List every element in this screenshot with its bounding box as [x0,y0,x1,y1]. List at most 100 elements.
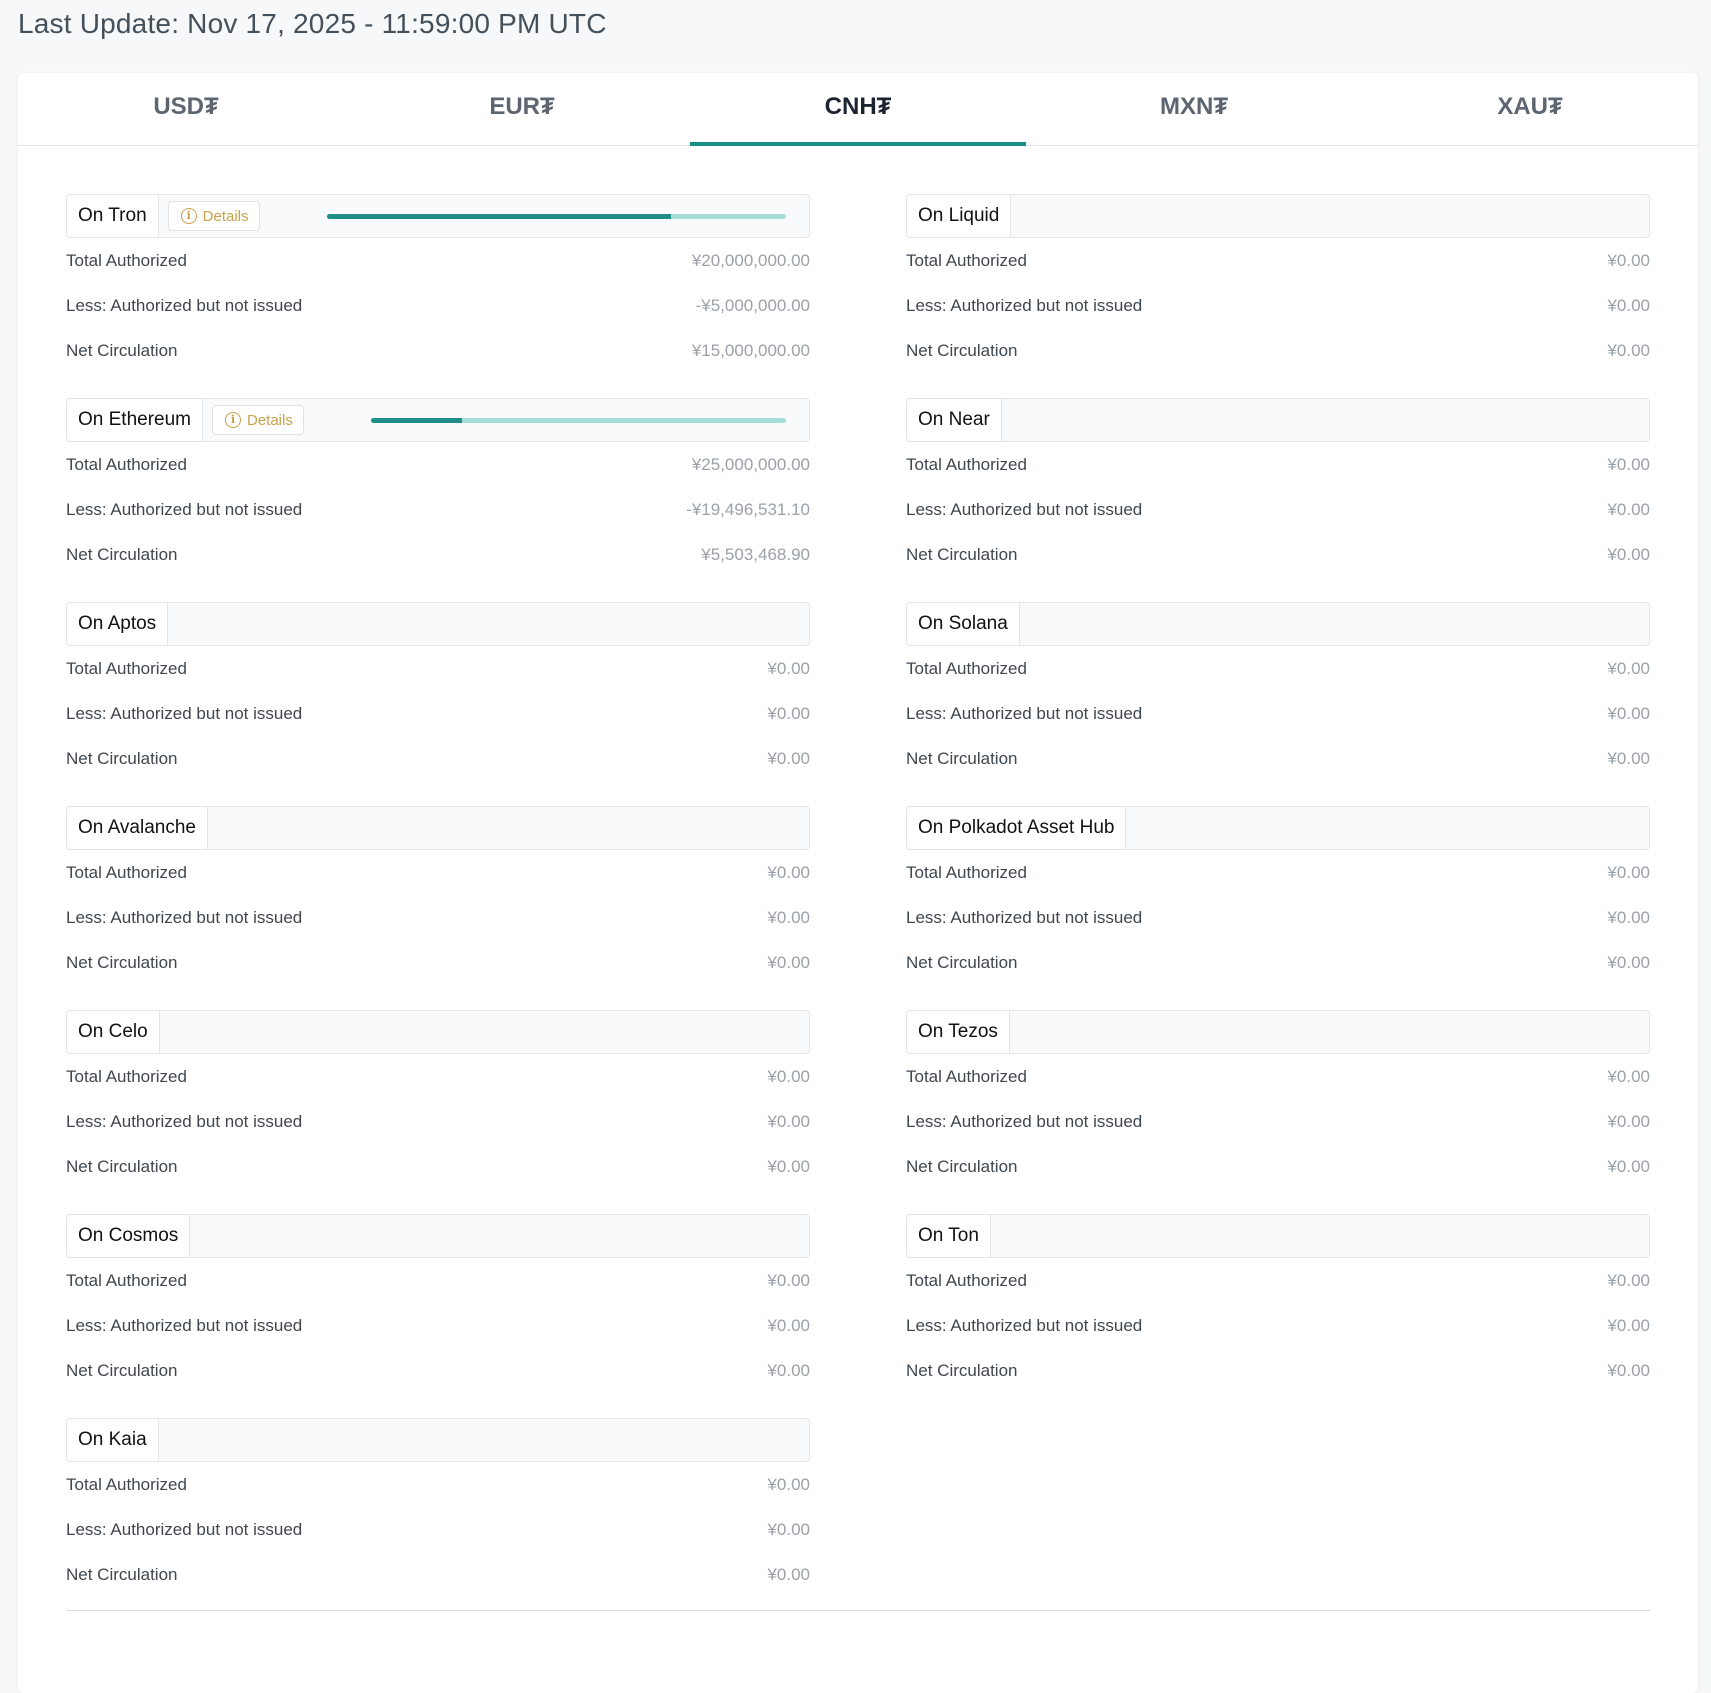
net-circulation-row: Net Circulation ¥0.00 [906,736,1650,781]
chain-header: On Near [906,398,1650,442]
chain-header: On Celo [66,1010,810,1054]
authorized-not-issued-row: Less: Authorized but not issued -¥5,000,0… [66,283,810,328]
row-value: ¥0.00 [1607,1361,1650,1380]
issued-progress-fill [371,418,463,423]
chain-section: On Near Total Authorized ¥0.00 Less: Author… [906,398,1650,602]
row-label: Less: Authorized but not issued [906,908,1143,927]
row-label: Net Circulation [66,1157,178,1176]
row-label: Less: Authorized but not issued [906,704,1143,723]
authorized-not-issued-row: Less: Authorized but not issued ¥0.00 [906,487,1650,532]
chain-section: On Ton Total Authorized ¥0.00 Less: Authori… [906,1214,1650,1418]
last-update-text: Last Update: Nov 17, 2025 - 11:59:00 PM … [18,8,607,39]
tab-mxnt[interactable]: MXN₮ [1160,93,1228,120]
row-label: Net Circulation [906,953,1018,972]
authorized-not-issued-row: Less: Authorized but not issued ¥0.00 [66,895,810,940]
row-value: ¥0.00 [767,1475,810,1494]
chain-header: On Kaia [66,1418,810,1462]
net-circulation-row: Net Circulation ¥0.00 [66,940,810,985]
chain-header: On Cosmos [66,1214,810,1258]
total-authorized-row: Total Authorized ¥0.00 [66,1258,810,1303]
tab-usdt[interactable]: USD₮ [153,93,219,120]
row-value: ¥0.00 [767,1520,810,1539]
row-value: ¥0.00 [767,749,810,768]
chain-header: On Avalanche [66,806,810,850]
total-authorized-row: Total Authorized ¥0.00 [66,850,810,895]
row-label: Less: Authorized but not issued [66,296,303,315]
chain-name: On Solana [907,603,1020,645]
row-value: ¥0.00 [1607,704,1650,723]
chain-name: On Near [907,399,1002,441]
total-authorized-row: Total Authorized ¥25,000,000.00 [66,442,810,487]
net-circulation-row: Net Circulation ¥5,503,468.90 [66,532,810,577]
issued-progress-fill [327,214,672,219]
total-authorized-row: Total Authorized ¥0.00 [906,1054,1650,1099]
row-value: ¥0.00 [1607,749,1650,768]
chain-section: On Aptos Total Authorized ¥0.00 Less: Autho… [66,602,810,806]
total-authorized-row: Total Authorized ¥0.00 [906,646,1650,691]
total-authorized-row: Total Authorized ¥20,000,000.00 [66,238,810,283]
authorized-not-issued-row: Less: Authorized but not issued ¥0.00 [66,1099,810,1144]
row-value: ¥5,503,468.90 [701,545,810,564]
row-value: ¥0.00 [1607,1271,1650,1290]
details-label: Details [247,411,293,429]
chain-section: On Tron i Details Total Authorized ¥20,000,0… [66,194,810,398]
row-label: Net Circulation [906,341,1018,360]
row-label: Less: Authorized but not issued [906,1316,1143,1335]
currency-card: USD₮ EUR₮ CNH₮ MXN₮ XAU₮ On Tron i Details… [18,73,1698,1693]
row-value: ¥0.00 [767,908,810,927]
tab-eurt[interactable]: EUR₮ [489,93,555,120]
row-value: ¥0.00 [1607,1157,1650,1176]
row-value: ¥0.00 [767,659,810,678]
chain-section: On Cosmos Total Authorized ¥0.00 Less: Auth… [66,1214,810,1418]
chain-name: On Ethereum [67,399,203,441]
row-label: Less: Authorized but not issued [66,1520,303,1539]
details-label: Details [202,207,249,225]
row-label: Net Circulation [66,1565,178,1584]
authorized-not-issued-row: Less: Authorized but not issued ¥0.00 [906,895,1650,940]
total-authorized-row: Total Authorized ¥0.00 [906,1258,1650,1303]
tab-xaut[interactable]: XAU₮ [1497,93,1563,120]
details-button[interactable]: i Details [167,201,260,231]
row-value: ¥0.00 [1607,953,1650,972]
row-value: ¥0.00 [1607,659,1650,678]
row-value: ¥0.00 [767,953,810,972]
row-label: Total Authorized [906,659,1027,678]
row-label: Total Authorized [66,1271,187,1290]
row-label: Net Circulation [906,749,1018,768]
row-label: Less: Authorized but not issued [66,908,303,927]
row-label: Total Authorized [906,1271,1027,1290]
row-value: ¥0.00 [767,1361,810,1380]
row-label: Less: Authorized but not issued [906,1112,1143,1131]
info-icon: i [225,412,241,428]
right-chain-column: On Liquid Total Authorized ¥0.00 Less: Auth… [906,194,1650,1418]
row-label: Total Authorized [906,1067,1027,1086]
net-circulation-row: Net Circulation ¥0.00 [66,736,810,781]
row-value: ¥0.00 [767,1271,810,1290]
row-label: Less: Authorized but not issued [66,1112,303,1131]
row-label: Net Circulation [66,341,178,360]
details-button[interactable]: i Details [212,405,304,435]
row-value: ¥0.00 [1607,296,1650,315]
row-value: ¥0.00 [1607,455,1650,474]
row-label: Total Authorized [66,251,187,270]
row-label: Net Circulation [906,1361,1018,1380]
chain-header: On Aptos [66,602,810,646]
authorized-not-issued-row: Less: Authorized but not issued ¥0.00 [66,1303,810,1348]
authorized-not-issued-row: Less: Authorized but not issued ¥0.00 [906,691,1650,736]
row-label: Total Authorized [906,863,1027,882]
row-label: Net Circulation [906,1157,1018,1176]
net-circulation-row: Net Circulation ¥0.00 [66,1348,810,1393]
chain-name: On Avalanche [67,807,208,849]
currency-tabs: USD₮ EUR₮ CNH₮ MXN₮ XAU₮ [18,73,1698,146]
total-authorized-row: Total Authorized ¥0.00 [906,238,1650,283]
chain-name: On Kaia [67,1419,159,1461]
tab-cnht[interactable]: CNH₮ [690,73,1026,146]
row-value: ¥0.00 [1607,545,1650,564]
row-label: Less: Authorized but not issued [906,500,1143,519]
row-value: ¥0.00 [1607,1316,1650,1335]
row-value: ¥0.00 [767,1565,810,1584]
authorized-not-issued-row: Less: Authorized but not issued ¥0.00 [906,1303,1650,1348]
row-label: Less: Authorized but not issued [906,296,1143,315]
chain-name: On Ton [907,1215,991,1257]
row-value: ¥0.00 [767,1316,810,1335]
